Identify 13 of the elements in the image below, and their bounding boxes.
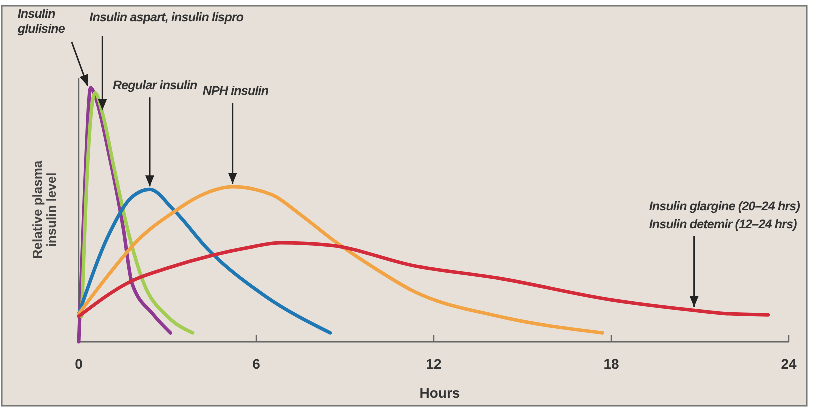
x-tick-label: 18 xyxy=(604,356,620,372)
x-tick-label: 12 xyxy=(426,356,442,372)
annotation: Insulin glulisine xyxy=(16,7,66,36)
annotation: NPH insulin xyxy=(202,84,270,98)
x-tick-label: 0 xyxy=(75,356,84,372)
annotation: Regular insulin xyxy=(113,78,198,93)
annotation: Insulin glargine (20–24 hrs) xyxy=(649,199,800,214)
y-axis-title: Relative plasma insulin level xyxy=(30,160,59,260)
annotation: Insulin detemir (12–24 hrs) xyxy=(649,217,798,232)
x-tick-label: 24 xyxy=(781,356,797,372)
x-tick-label: 6 xyxy=(252,356,261,372)
x-axis-title: Hours xyxy=(420,385,460,401)
annotation: Insulin aspart, insulin lispro xyxy=(90,10,244,24)
